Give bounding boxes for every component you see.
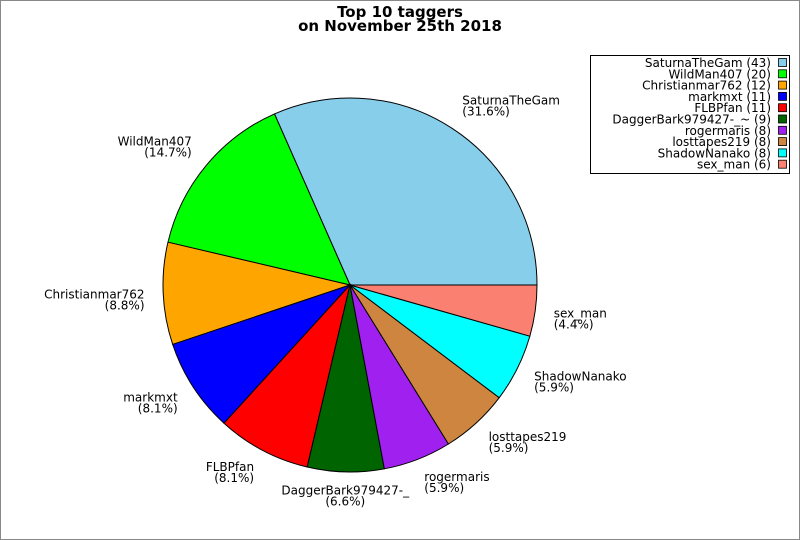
- slice-label: DaggerBark979427-_: [281, 484, 410, 498]
- legend-swatch: [778, 69, 787, 79]
- legend-label: rogermaris (8): [685, 124, 771, 138]
- legend-label: DaggerBark979427-_~ (9): [612, 113, 771, 127]
- legend-swatch: [778, 159, 787, 169]
- legend-label: ShadowNanako (8): [658, 146, 771, 160]
- legend-swatch: [778, 125, 787, 135]
- slice-label: Christianmar762: [44, 287, 144, 301]
- slice-label: markmxt: [123, 390, 178, 404]
- legend-label: SaturnaTheGam (43): [645, 56, 771, 70]
- slice-label: FLBPfan: [206, 460, 254, 474]
- legend-swatch: [778, 103, 787, 113]
- slice-percent: (5.9%): [489, 441, 529, 455]
- slice-label: WildMan407: [118, 135, 192, 149]
- chart-subtitle: on November 25th 2018: [298, 17, 502, 35]
- legend-swatch: [778, 58, 787, 67]
- pie-slice: [273, 97, 538, 286]
- legend-box: [590, 55, 790, 174]
- legend-swatch: [778, 137, 787, 147]
- pie-slice: [172, 283, 352, 424]
- legend-label: FLBPfan (11): [694, 101, 771, 115]
- slice-percent: (4.4%): [554, 317, 594, 331]
- slice-percent: (31.6%): [462, 105, 509, 119]
- legend-swatch: [778, 114, 787, 124]
- slice-percent: (8.1%): [138, 401, 178, 415]
- legend-swatch: [778, 92, 787, 101]
- slice-percent: (6.6%): [325, 495, 365, 509]
- legend-label: markmxt (11): [688, 90, 771, 104]
- slice-label: losttapes219: [489, 430, 567, 444]
- slice-percent: (5.9%): [424, 481, 464, 495]
- chart-title: Top 10 taggers: [337, 3, 463, 21]
- pie-slice: [167, 113, 351, 286]
- legend-label: WildMan407 (20): [668, 67, 771, 81]
- legend-swatch: [778, 148, 787, 158]
- slice-label: rogermaris: [424, 470, 489, 484]
- pie-slice: [162, 241, 352, 346]
- slice-label: sex_man: [554, 306, 607, 320]
- slice-percent: (14.7%): [144, 146, 191, 160]
- slice-percent: (5.9%): [534, 381, 574, 395]
- slice-percent: (8.8%): [105, 298, 145, 312]
- slice-label: SaturnaTheGam: [462, 94, 560, 108]
- pie-slice: [349, 284, 538, 337]
- legend-swatch: [778, 80, 787, 90]
- legend-label: sex_man (6): [697, 158, 771, 172]
- slice-label: ShadowNanako: [534, 370, 627, 384]
- legend-label: losttapes219 (8): [672, 135, 771, 149]
- pie-slice: [223, 283, 351, 468]
- slice-percent: (8.1%): [214, 471, 254, 485]
- legend-label: Christianmar762 (12): [642, 79, 771, 93]
